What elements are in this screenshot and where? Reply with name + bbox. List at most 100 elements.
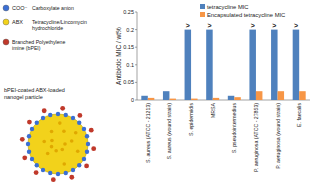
carboxylate-dot [77, 163, 81, 167]
y-axis-label: Antibiotic MIC / wt% [115, 27, 122, 85]
legend-dot [3, 19, 9, 25]
diagram-caption-line: nanogel particle [4, 94, 43, 100]
legend-label: Branched Polyethyleneimine (bPEI) [12, 39, 65, 51]
annotation: > [207, 22, 211, 29]
abx-dot [60, 148, 64, 152]
abx-dot [46, 152, 50, 156]
bpei-dot [22, 155, 27, 160]
legend-dot [3, 39, 9, 45]
abx-dot [62, 162, 66, 166]
bar [191, 99, 198, 100]
carboxylate-dot [71, 116, 75, 120]
bar [249, 30, 256, 100]
carboxylate-dot [86, 142, 90, 146]
x-tick-label: S. epidermidis [188, 103, 194, 136]
bpei-dot [42, 108, 47, 113]
carboxylate-dot [30, 157, 34, 161]
legend-label: Tetracycline/Lincomycinhydrochloride [32, 19, 87, 31]
bar [278, 91, 285, 100]
bar [256, 91, 263, 100]
y-tick-label: 0.25 [123, 9, 134, 15]
x-tick-label: MRSA [210, 102, 216, 118]
x-tick-label: P. aeruginosa (wound strain) [275, 103, 281, 169]
x-tick-label: S. pseudointermedius [231, 103, 237, 154]
abx-dot [74, 131, 78, 135]
legend-label-line: Carboxylate anion [32, 5, 74, 11]
abx-dot [50, 130, 54, 134]
bar [293, 30, 300, 100]
bpei-dot [89, 128, 94, 133]
bpei-dot [77, 113, 82, 118]
y-tick-label: 0.05 [123, 79, 134, 85]
y-axis [137, 12, 138, 100]
carboxylate-dot [30, 127, 34, 131]
bar [169, 99, 176, 100]
bar [148, 98, 155, 100]
legend-label-line: hydrochloride [32, 25, 63, 31]
abx-dot [70, 139, 74, 143]
carboxylate-dot [56, 112, 60, 116]
annotation: > [251, 22, 255, 29]
carboxylate-dot [64, 113, 68, 117]
abx-dot [76, 149, 80, 153]
carboxylate-dot [35, 163, 39, 167]
carboxylate-dot [82, 127, 86, 131]
x-tick-label: S. aureus (ATCC - 21213) [145, 103, 151, 163]
carboxylate-dot [41, 168, 45, 172]
carboxylate-dot [77, 121, 81, 125]
x-tick-label: E. faecalis [296, 103, 302, 127]
carboxylate-dot [48, 171, 52, 175]
nanogel-core [28, 114, 88, 174]
bar [271, 30, 278, 100]
abx-dot [50, 139, 54, 143]
bars [141, 30, 305, 100]
diagram-caption-line: bPEI-coated ABX-loaded [4, 87, 65, 93]
abx-dot [63, 142, 67, 146]
legend-symbol: ABX [12, 19, 23, 25]
legend-swatch [200, 4, 205, 9]
bpei-dot [27, 120, 32, 125]
y-tick-label: 0.2 [126, 27, 134, 33]
bpei-dot [60, 106, 65, 111]
legend: tetracycline MIC Encapsulated tetracyclin… [200, 4, 285, 18]
nanogel-diagram: COO⁻ Carboxylate anion ABX Tetracycline/Lin… [3, 5, 96, 182]
bar [213, 98, 220, 100]
bpei-dot [51, 177, 56, 182]
x-tick-label: S. aureus (wound strain) [166, 103, 172, 160]
carboxylate-dot [56, 172, 60, 176]
bpei-dot [91, 146, 96, 151]
carboxylate-dot [64, 171, 68, 175]
x-tick-label: P. aeruginosa (ATCC - 27853) [253, 103, 259, 172]
legend-label-line: imine (bPEI) [12, 45, 41, 51]
legend-swatch [200, 12, 205, 17]
figure: COO⁻ Carboxylate anion ABX Tetracycline/Lin… [0, 0, 313, 189]
annotation: > [186, 22, 190, 29]
legend-dot [3, 5, 9, 11]
bar [206, 30, 213, 100]
y-tick-label: 0.15 [123, 44, 134, 50]
abx-dot [58, 121, 62, 125]
legend-label: Carboxylate anion [32, 5, 74, 11]
bpei-dot [20, 137, 25, 142]
carboxylate-dot [48, 113, 52, 117]
bar [299, 91, 306, 100]
chart: 0 0.05 0.1 0.15 0.2 0.25 Antibiotic MIC / wt% S… [115, 4, 310, 172]
carboxylate-dot [27, 134, 31, 138]
legend-label: Encapsulated tetracycline MIC [207, 12, 285, 18]
abx-dot [42, 140, 46, 144]
y-tick-label: 0 [131, 97, 134, 103]
bpei-dot [69, 175, 74, 180]
carboxylate-dot [71, 168, 75, 172]
legend-label: tetracycline MIC [207, 4, 249, 10]
carboxylate-dot [26, 142, 30, 146]
diagram-caption: bPEI-coated ABX-loadednanogel particle [4, 87, 65, 100]
bar [141, 96, 148, 100]
bar [234, 97, 241, 100]
carboxylate-dot [82, 157, 86, 161]
legend-symbol: COO⁻ [12, 5, 28, 11]
carboxylate-dot [27, 150, 31, 154]
carboxylate-dot [85, 134, 89, 138]
abx-dot [50, 145, 54, 149]
bpei-dot [34, 170, 39, 175]
y-tick-label: 0.1 [126, 62, 134, 68]
